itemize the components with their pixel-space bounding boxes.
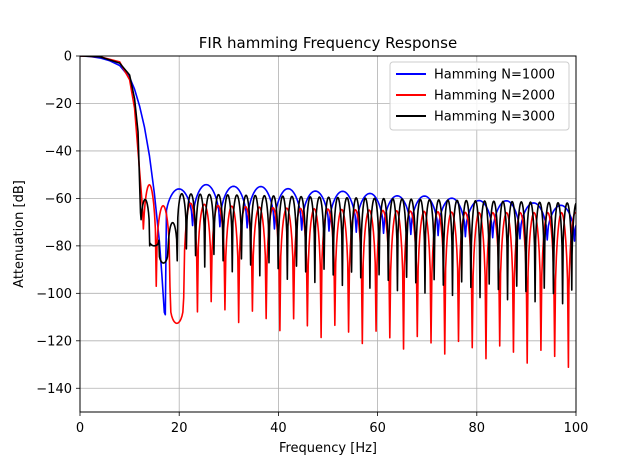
y-tick-label: −120	[36, 334, 72, 349]
y-tick-label: −40	[45, 144, 72, 159]
legend-label-n2000: Hamming N=2000	[434, 89, 555, 104]
data-series	[80, 56, 576, 369]
y-tick-label: −20	[45, 97, 72, 112]
x-axis-label: Frequency [Hz]	[279, 441, 377, 456]
x-tick-label: 0	[76, 421, 84, 436]
legend: Hamming N=1000 Hamming N=2000 Hamming N=…	[389, 61, 570, 131]
y-tick-label: 0	[64, 50, 72, 65]
y-tick-label: −100	[36, 287, 72, 302]
legend-box	[389, 61, 570, 131]
x-tick-label: 60	[369, 421, 386, 436]
x-tick-label: 40	[270, 421, 287, 436]
series-line-n3000	[80, 56, 576, 305]
chart-title: FIR hamming Frequency Response	[199, 34, 457, 52]
x-tick-label: 80	[469, 421, 486, 436]
axis-ticks: 0 20 40 60 80 100 0 −20 −40 −60 −80 −100 −120 −140	[36, 50, 588, 437]
series-line-n1000	[80, 56, 576, 316]
y-tick-label: −140	[36, 382, 72, 397]
y-tick-label: −60	[45, 192, 72, 207]
plot-frame	[79, 55, 577, 413]
x-tick-label: 20	[171, 421, 188, 436]
y-axis-label: Attenuation [dB]	[12, 180, 27, 288]
legend-label-n3000: Hamming N=3000	[434, 110, 555, 125]
x-tick-label: 100	[564, 421, 589, 436]
legend-label-n1000: Hamming N=1000	[434, 68, 555, 83]
y-tick-label: −80	[45, 239, 72, 254]
